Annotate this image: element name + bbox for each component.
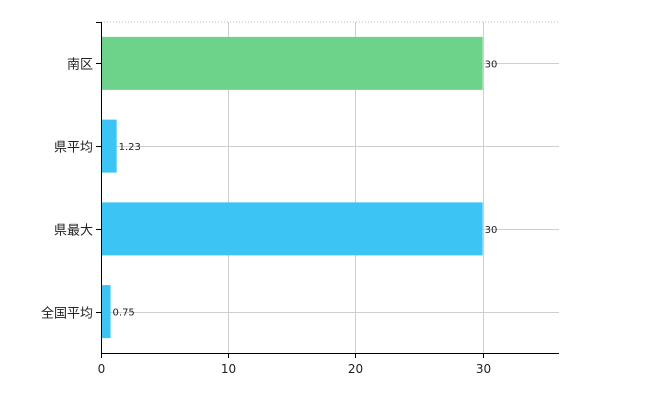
x-tick-label-1: 10 <box>221 362 236 376</box>
category-label-2: 県最大 <box>54 224 93 239</box>
bar-2 <box>101 202 483 256</box>
data-label-3: 0.75 <box>113 308 135 319</box>
category-label-0: 南区 <box>67 57 93 73</box>
bar-layer <box>101 36 483 339</box>
bar-3 <box>101 285 111 339</box>
bar-1 <box>101 119 117 173</box>
data-label-1: 1.23 <box>119 142 141 153</box>
data-label-0: 30 <box>485 59 498 70</box>
x-tick-label-0: 0 <box>98 362 106 376</box>
x-tick-label-3: 30 <box>476 362 491 376</box>
bar-0 <box>101 36 483 90</box>
category-label-1: 県平均 <box>54 141 93 156</box>
category-label-3: 全国平均 <box>41 306 93 322</box>
axis-layer <box>96 22 559 358</box>
data-label-2: 30 <box>485 225 498 236</box>
x-tick-label-2: 20 <box>348 362 363 376</box>
